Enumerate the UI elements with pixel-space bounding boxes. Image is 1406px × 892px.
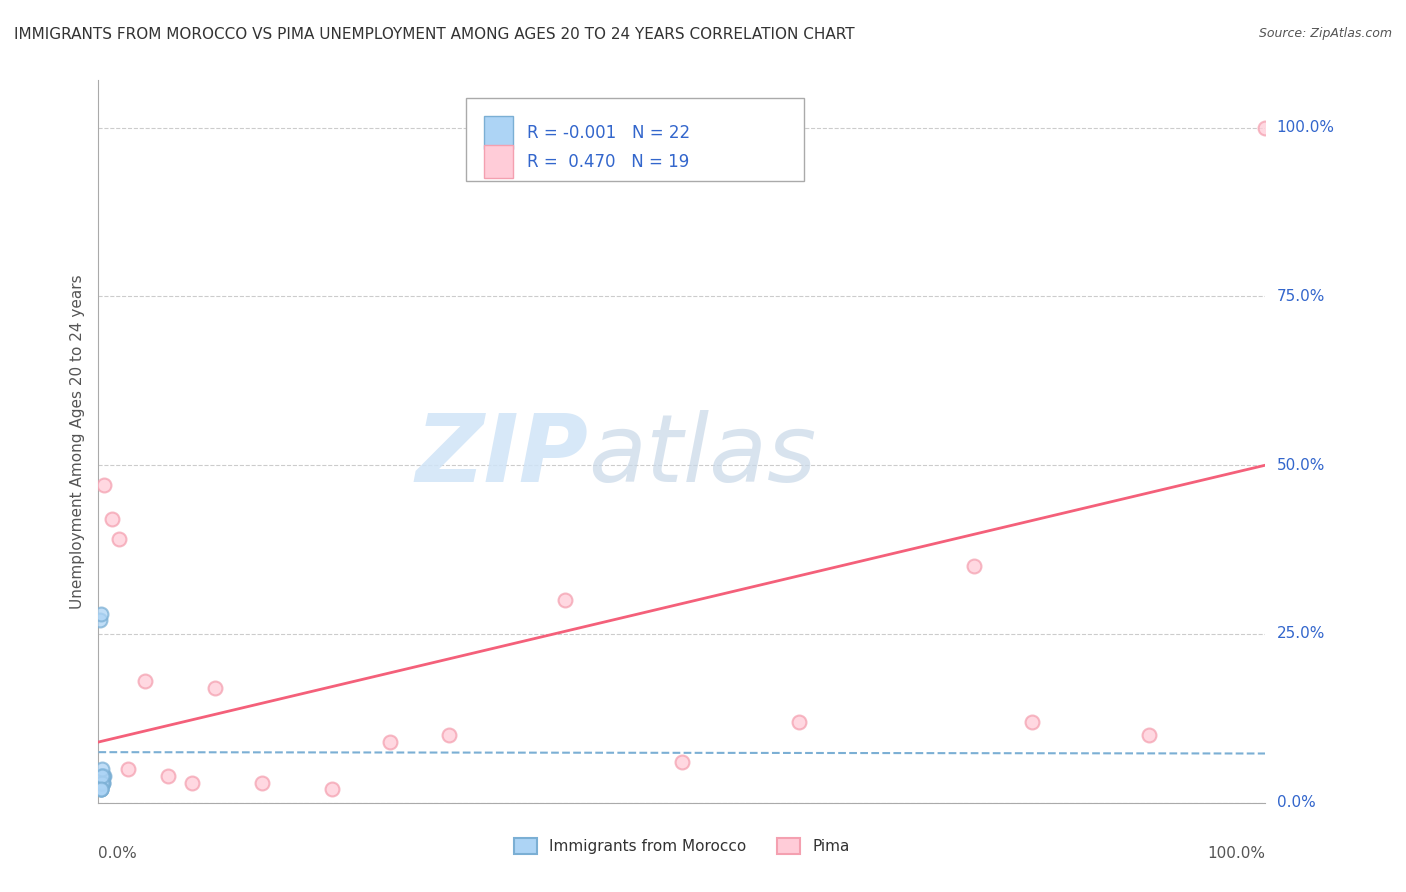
Point	[90, 775, 112, 789]
Text: IMMIGRANTS FROM MOROCCO VS PIMA UNEMPLOYMENT AMONG AGES 20 TO 24 YEARS CORRELATI: IMMIGRANTS FROM MOROCCO VS PIMA UNEMPLOY…	[14, 27, 855, 42]
Point	[91, 769, 114, 783]
Text: 0.0%: 0.0%	[1277, 796, 1315, 810]
Point	[91, 769, 114, 783]
Point	[90, 782, 112, 797]
Point	[101, 512, 124, 526]
FancyBboxPatch shape	[484, 117, 513, 149]
Point	[204, 681, 226, 695]
Text: Source: ZipAtlas.com: Source: ZipAtlas.com	[1258, 27, 1392, 40]
Point	[90, 769, 112, 783]
Point	[157, 769, 180, 783]
Point	[93, 478, 115, 492]
Point	[90, 775, 112, 789]
FancyBboxPatch shape	[465, 98, 804, 181]
Point	[787, 714, 810, 729]
Point	[117, 762, 139, 776]
Point	[90, 769, 112, 783]
Point	[180, 775, 202, 789]
Point	[437, 728, 460, 742]
Point	[90, 775, 112, 789]
Point	[1254, 120, 1277, 135]
Point	[90, 762, 112, 776]
Y-axis label: Unemployment Among Ages 20 to 24 years: Unemployment Among Ages 20 to 24 years	[69, 274, 84, 609]
Point	[108, 533, 131, 547]
Point	[671, 756, 693, 770]
Point	[1021, 714, 1043, 729]
Text: 100.0%: 100.0%	[1277, 120, 1334, 135]
Point	[90, 782, 112, 797]
Legend: Immigrants from Morocco, Pima: Immigrants from Morocco, Pima	[508, 832, 856, 860]
Point	[962, 559, 984, 574]
Point	[93, 769, 115, 783]
Point	[134, 674, 156, 689]
Text: 0.0%: 0.0%	[98, 847, 138, 861]
Text: atlas: atlas	[589, 410, 817, 501]
Point	[90, 782, 112, 797]
Point	[89, 614, 111, 628]
Point	[91, 775, 114, 789]
Point	[90, 769, 112, 783]
Point	[89, 769, 111, 783]
Point	[90, 782, 112, 797]
Point	[89, 775, 111, 789]
Text: 75.0%: 75.0%	[1277, 289, 1324, 304]
Point	[250, 775, 273, 789]
Point	[380, 735, 402, 749]
Text: R =  0.470   N = 19: R = 0.470 N = 19	[527, 153, 689, 170]
Point	[90, 769, 112, 783]
Text: 25.0%: 25.0%	[1277, 626, 1324, 641]
Point	[554, 593, 576, 607]
Point	[1137, 728, 1160, 742]
FancyBboxPatch shape	[484, 145, 513, 178]
Point	[321, 782, 343, 797]
Text: 50.0%: 50.0%	[1277, 458, 1324, 473]
Point	[90, 607, 112, 621]
Point	[91, 775, 114, 789]
Text: ZIP: ZIP	[416, 410, 589, 502]
Text: 100.0%: 100.0%	[1208, 847, 1265, 861]
Point	[90, 775, 112, 789]
Text: R = -0.001   N = 22: R = -0.001 N = 22	[527, 124, 690, 142]
